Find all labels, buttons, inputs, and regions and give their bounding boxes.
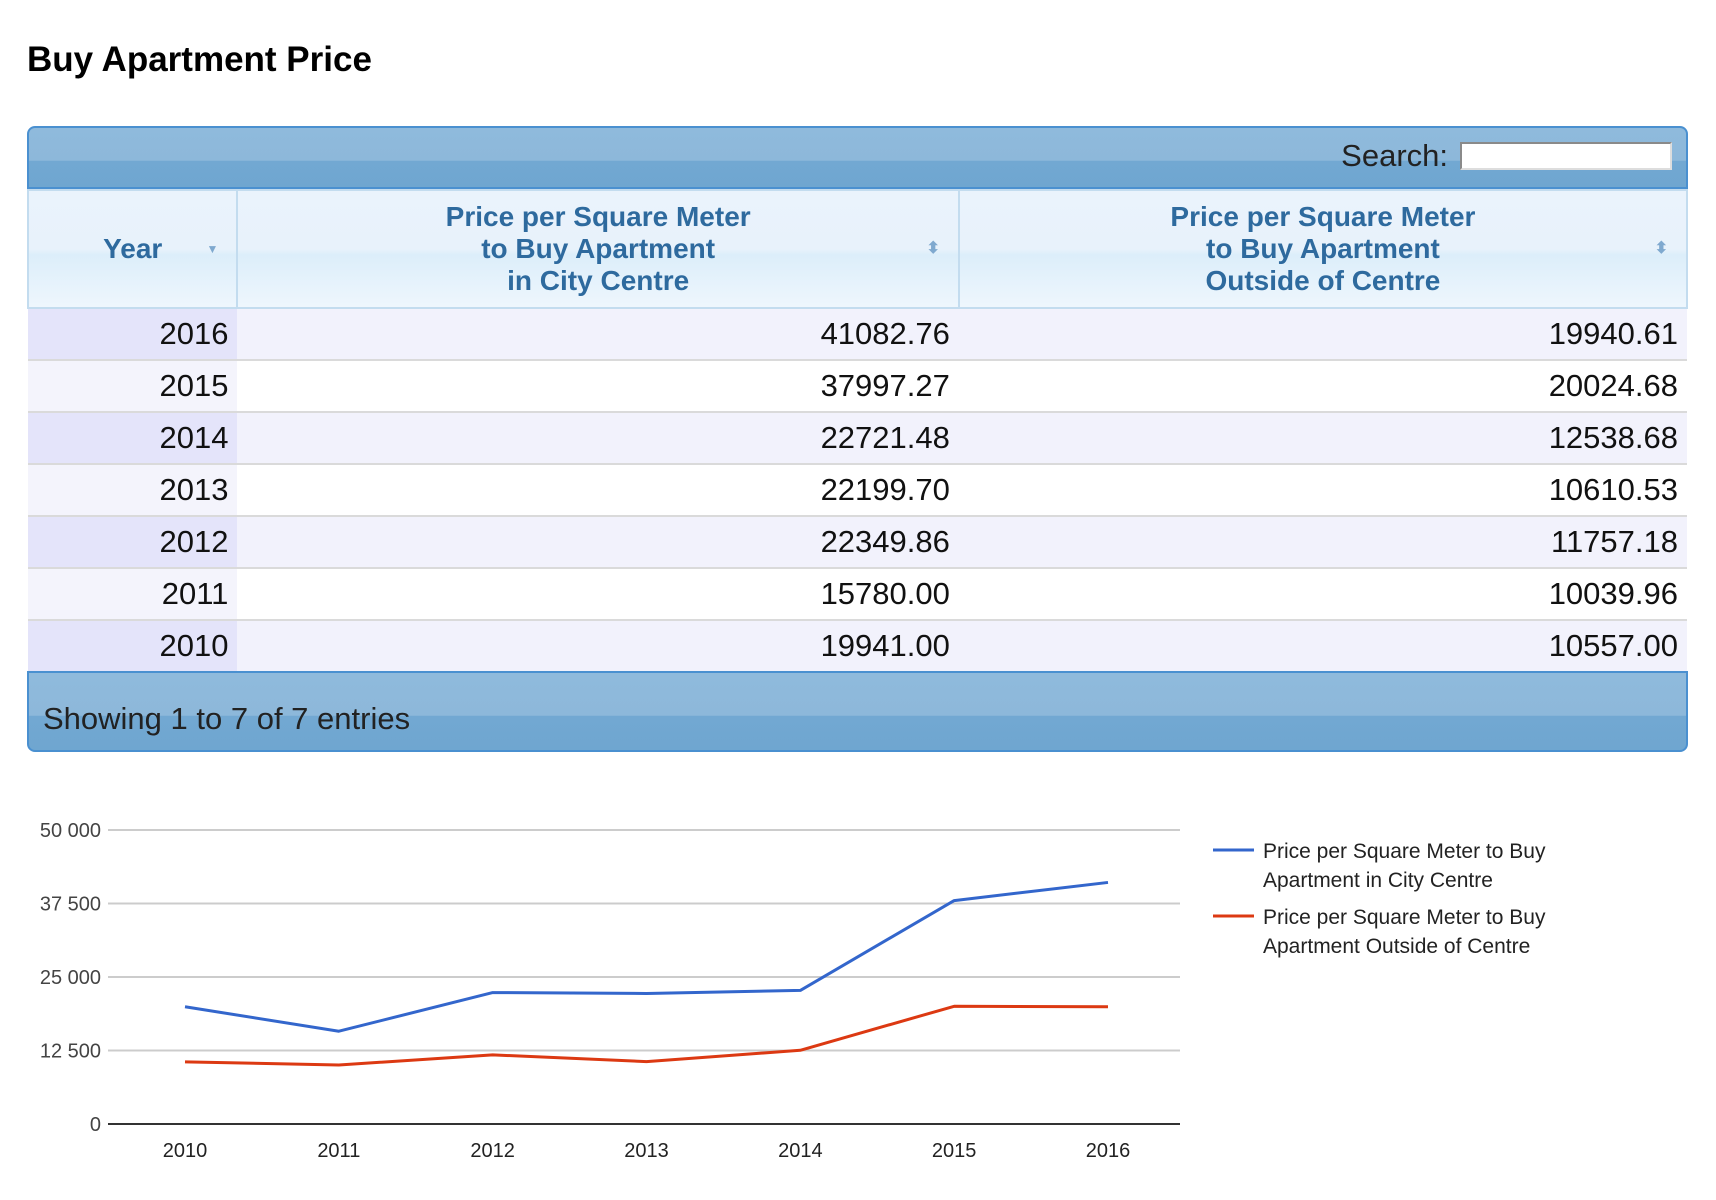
- cell-city-centre-price: 22349.86: [237, 516, 959, 569]
- sort-both-icon: ⬍: [926, 240, 940, 257]
- cell-outside-centre-price: 11757.18: [958, 516, 1687, 569]
- cell-outside-centre-price: 10557.00: [958, 620, 1687, 671]
- table-row[interactable]: 2013 22199.70 10610.53: [28, 464, 1687, 517]
- data-table: Year ▼ Price per Square Meter to Buy Apartm…: [26, 189, 1689, 671]
- column-header-0[interactable]: Year ▼: [26, 189, 239, 309]
- cell-year: 2016: [28, 308, 238, 361]
- x-tick-label: 2011: [317, 1140, 360, 1162]
- cell-outside-centre-price: 10039.96: [958, 568, 1687, 621]
- table-row[interactable]: 2010 19941.00 10557.00: [28, 620, 1687, 671]
- legend-label: Apartment Outside of Centre: [1263, 935, 1530, 958]
- column-header-label: to Buy Apartment: [1206, 233, 1440, 264]
- cell-city-centre-price: 22721.48: [237, 412, 959, 465]
- legend-label: Apartment in City Centre: [1263, 869, 1493, 892]
- column-header-label: Year: [103, 233, 163, 264]
- line-chart: 0 12 500 25 000 37 500 50 000 2010 2011 2012 201…: [40, 820, 1546, 1162]
- table-row[interactable]: 2014 22721.48 12538.68: [28, 412, 1687, 465]
- x-tick-label: 2016: [1086, 1140, 1131, 1162]
- cell-outside-centre-price: 12538.68: [958, 412, 1687, 465]
- table-row[interactable]: 2011 15780.00 10039.96: [28, 568, 1687, 621]
- cell-city-centre-price: 19941.00: [237, 620, 959, 671]
- column-header-label: Price per Square Meter: [1170, 201, 1476, 232]
- table-row[interactable]: 2016 41082.76 19940.61: [28, 308, 1687, 361]
- cell-city-centre-price: 22199.70: [237, 464, 959, 517]
- column-header-2[interactable]: Price per Square Meter to Buy Apartment Ou…: [957, 189, 1689, 309]
- data-table-wrapper: Search: Year ▼ Price per Square Meter to Bu…: [26, 126, 1689, 752]
- table-body: 2016 41082.76 19940.61 2015 37997.27 20024.68…: [28, 308, 1687, 671]
- x-tick-label: 2015: [932, 1140, 977, 1162]
- y-tick-label: 37 500: [40, 894, 101, 916]
- y-tick-label: 0: [90, 1114, 101, 1136]
- column-header-label: Price per Square Meter: [445, 201, 751, 232]
- cell-year: 2012: [28, 516, 238, 569]
- search-input[interactable]: [1460, 142, 1672, 170]
- legend-label: Price per Square Meter to Buy: [1263, 840, 1546, 863]
- cell-outside-centre-price: 10610.53: [958, 464, 1687, 517]
- y-tick-label: 25 000: [40, 967, 101, 989]
- x-tick-label: 2012: [470, 1140, 515, 1162]
- series-line-0: [184, 880, 1109, 1033]
- cell-city-centre-price: 15780.00: [237, 568, 959, 621]
- table-toolbar: Search:: [27, 126, 1688, 189]
- y-tick-label: 50 000: [40, 820, 101, 842]
- column-header-label: to Buy Apartment: [481, 233, 716, 264]
- cell-outside-centre-price: 20024.68: [958, 360, 1687, 413]
- cell-year: 2015: [28, 360, 238, 413]
- page-title: Buy Apartment Price: [27, 40, 372, 79]
- cell-city-centre-price: 41082.76: [237, 308, 959, 361]
- column-header-label: in City Centre: [507, 265, 690, 296]
- legend-label: Price per Square Meter to Buy: [1263, 906, 1546, 929]
- cell-year: 2014: [28, 412, 238, 465]
- column-header-label: Outside of Centre: [1205, 265, 1441, 296]
- table-row[interactable]: 2012 22349.86 11757.18: [28, 516, 1687, 569]
- table-info: Showing 1 to 7 of 7 entries: [43, 701, 411, 736]
- x-tick-label: 2010: [163, 1140, 208, 1162]
- cell-outside-centre-price: 19940.61: [958, 308, 1687, 361]
- table-header-row: Year ▼ Price per Square Meter to Buy Apartm…: [26, 189, 1689, 309]
- series-line-1: [184, 1004, 1109, 1067]
- cell-year: 2011: [28, 568, 238, 621]
- table-footer: Showing 1 to 7 of 7 entries: [27, 671, 1688, 752]
- cell-year: 2013: [28, 464, 238, 517]
- table-row[interactable]: 2015 37997.27 20024.68: [28, 360, 1687, 413]
- x-tick-label: 2014: [778, 1140, 823, 1162]
- y-tick-label: 12 500: [40, 1041, 101, 1063]
- sort-desc-icon: ▼: [206, 242, 219, 256]
- cell-city-centre-price: 37997.27: [237, 360, 959, 413]
- x-tick-label: 2013: [624, 1140, 669, 1162]
- search-box: Search:: [1341, 138, 1672, 174]
- column-header-1[interactable]: Price per Square Meter to Buy Apartment in…: [236, 189, 960, 309]
- search-label: Search:: [1341, 138, 1448, 173]
- cell-year: 2010: [28, 620, 238, 671]
- sort-both-icon: ⬍: [1654, 240, 1668, 257]
